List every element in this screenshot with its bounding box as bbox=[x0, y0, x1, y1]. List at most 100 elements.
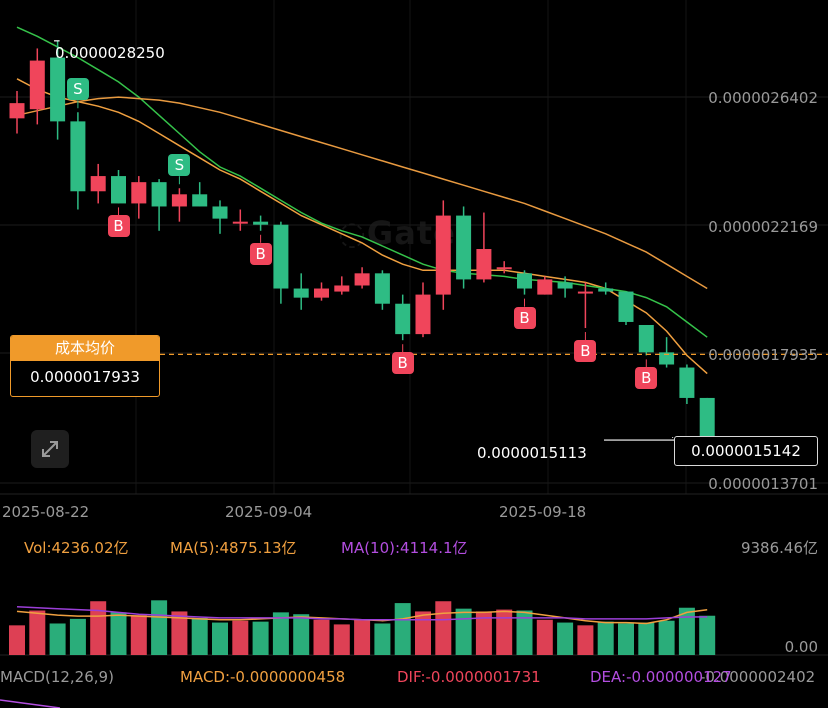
volume-bar bbox=[171, 611, 188, 655]
volume-bar bbox=[475, 611, 492, 655]
volume-bar bbox=[49, 623, 66, 655]
candle-body bbox=[9, 103, 25, 119]
candle-body bbox=[638, 324, 654, 353]
volume-bar bbox=[699, 615, 716, 655]
volume-bar bbox=[252, 621, 269, 655]
last-price-box[interactable]: 0.0000015142 bbox=[674, 436, 818, 466]
volume-bar bbox=[658, 620, 675, 655]
vol-ma10-label: MA(10):4114.1亿 bbox=[341, 539, 468, 557]
expand-arrows-icon bbox=[42, 441, 58, 457]
volume-bar bbox=[29, 610, 46, 655]
cost-average-value: 0.0000017933 bbox=[30, 368, 140, 386]
candle-body bbox=[699, 397, 715, 438]
vol-zero-label: 0.00 bbox=[784, 638, 818, 656]
price-ma-line-1 bbox=[16, 26, 708, 338]
volume-bar bbox=[435, 601, 452, 655]
volume-bar bbox=[212, 622, 228, 655]
candle-body bbox=[476, 249, 492, 280]
volume-bar bbox=[90, 601, 107, 655]
volume-bar bbox=[9, 625, 25, 655]
volume-bar bbox=[516, 610, 533, 655]
candle-body bbox=[273, 224, 289, 289]
vol-max-label: 9386.46亿 bbox=[740, 539, 818, 557]
candle-body bbox=[90, 176, 106, 192]
buy-mark[interactable]: B bbox=[391, 352, 414, 375]
volume-bar bbox=[597, 621, 614, 655]
volume-bar bbox=[293, 614, 310, 655]
candle-body bbox=[679, 367, 695, 398]
low-price-label: 0.0000015113 bbox=[477, 444, 587, 462]
volume-bar bbox=[69, 618, 86, 655]
cost-average-title: 成本均价 bbox=[11, 336, 159, 361]
candle-body bbox=[354, 273, 370, 286]
sell-mark[interactable]: S bbox=[66, 78, 89, 101]
buy-mark[interactable]: B bbox=[574, 340, 597, 363]
candle-body bbox=[435, 215, 451, 295]
expand-button[interactable] bbox=[31, 430, 69, 468]
volume-bar bbox=[374, 623, 391, 655]
candle-body bbox=[192, 194, 208, 207]
candle-body bbox=[517, 273, 532, 289]
volume-bar bbox=[496, 609, 513, 655]
watermark-logo: ◌Gate bbox=[338, 214, 456, 252]
macd-value: MACD:-0.0000000458 bbox=[180, 668, 346, 686]
buy-mark[interactable]: B bbox=[635, 367, 658, 390]
dif-value: DIF:-0.0000001731 bbox=[397, 668, 541, 686]
vol-ma5-label: MA(5):4875.13亿 bbox=[170, 539, 297, 557]
candle-body bbox=[171, 194, 187, 207]
buy-mark[interactable]: B bbox=[513, 306, 536, 329]
volume-bar bbox=[232, 620, 249, 655]
candle-body bbox=[334, 285, 350, 292]
volume-bar bbox=[455, 608, 472, 655]
vol-label: Vol:4236.02亿 bbox=[24, 539, 129, 557]
volume-bar bbox=[110, 612, 127, 655]
macd-name: MACD(12,26,9) bbox=[0, 668, 114, 686]
x-tick-3: 2025-09-18 bbox=[499, 503, 587, 521]
cost-average-box[interactable]: 成本均价 0.0000017933 bbox=[10, 335, 160, 397]
candle-body bbox=[618, 291, 634, 322]
price-ma-line-2 bbox=[16, 96, 708, 290]
macd-dea-line bbox=[0, 699, 61, 708]
volume-bar bbox=[313, 619, 330, 655]
candle-body bbox=[151, 182, 167, 207]
candle-body bbox=[577, 291, 593, 294]
y-tick-3: 0.0000017935 bbox=[708, 346, 818, 364]
candle-body bbox=[374, 273, 390, 304]
volume-bar bbox=[333, 624, 350, 655]
candle-body bbox=[314, 288, 329, 298]
candle-body bbox=[29, 60, 45, 110]
macd-right-value: -0.0000002402 bbox=[700, 668, 816, 686]
buy-mark[interactable]: B bbox=[107, 215, 130, 238]
y-tick-2: 0.0000022169 bbox=[708, 218, 818, 236]
candle-body bbox=[456, 215, 472, 280]
volume-ma10-line bbox=[16, 606, 708, 621]
x-tick-2: 2025-09-04 bbox=[225, 503, 313, 521]
volume-bar bbox=[557, 622, 574, 655]
dea-value: DEA:-0.000000127 bbox=[590, 668, 732, 686]
y-tick-4: 0.0000013701 bbox=[708, 475, 818, 493]
candle-body bbox=[395, 303, 411, 335]
candle-body bbox=[557, 282, 573, 289]
volume-bar bbox=[354, 619, 371, 655]
volume-bar bbox=[577, 625, 594, 655]
candle-body bbox=[415, 294, 431, 335]
candle-body bbox=[253, 221, 269, 225]
volume-bar bbox=[678, 607, 695, 655]
y-tick-1: 0.0000026402 bbox=[708, 89, 818, 107]
x-tick-1: 2025-08-22 bbox=[2, 503, 90, 521]
volume-bar bbox=[130, 615, 147, 655]
volume-bar bbox=[638, 622, 655, 655]
sell-mark[interactable]: S bbox=[168, 154, 191, 177]
high-price-label: 0.0000028250 bbox=[55, 44, 165, 62]
candle-body bbox=[70, 121, 86, 192]
buy-mark[interactable]: B bbox=[249, 242, 272, 265]
volume-bar bbox=[272, 612, 289, 655]
candle-body bbox=[111, 176, 126, 204]
volume-bar bbox=[191, 617, 208, 655]
candle-body bbox=[598, 288, 614, 292]
candle-body bbox=[659, 352, 675, 365]
candle-body bbox=[293, 288, 309, 298]
candle-body bbox=[50, 57, 66, 122]
candle-body bbox=[496, 267, 512, 270]
